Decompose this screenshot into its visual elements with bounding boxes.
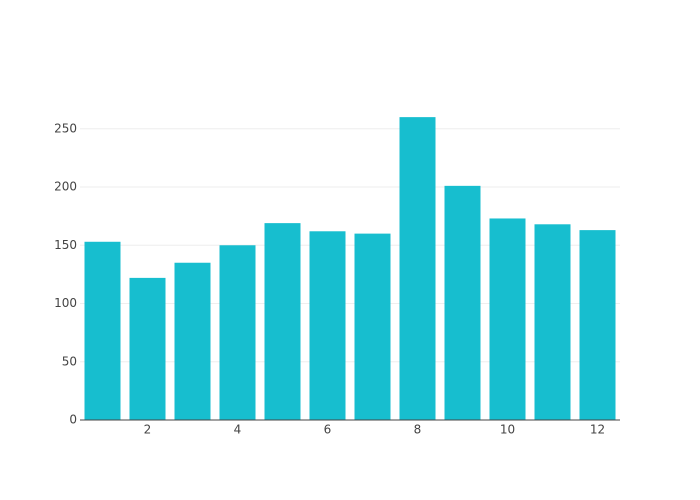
x-tick-label: 4 bbox=[234, 423, 242, 437]
bar bbox=[579, 230, 616, 420]
x-tick-label: 2 bbox=[144, 423, 152, 437]
bar bbox=[174, 262, 211, 420]
bar bbox=[129, 277, 166, 420]
bar bbox=[219, 245, 256, 420]
bar bbox=[399, 117, 436, 420]
bar bbox=[264, 223, 301, 420]
x-tick-label: 6 bbox=[324, 423, 332, 437]
bar bbox=[309, 231, 346, 420]
y-tick-label: 150 bbox=[54, 238, 77, 252]
bar bbox=[489, 218, 526, 420]
y-tick-label: 50 bbox=[62, 354, 77, 368]
y-tick-label: 100 bbox=[54, 296, 77, 310]
x-tick-label: 10 bbox=[500, 423, 515, 437]
x-tick-label: 8 bbox=[414, 423, 422, 437]
x-tick-label: 12 bbox=[590, 423, 605, 437]
bar bbox=[534, 224, 571, 420]
y-tick-label: 0 bbox=[69, 413, 77, 427]
bar bbox=[444, 185, 481, 420]
bar bbox=[84, 241, 121, 420]
y-tick-label: 200 bbox=[54, 180, 77, 194]
bar bbox=[354, 233, 391, 420]
y-tick-label: 250 bbox=[54, 121, 77, 135]
